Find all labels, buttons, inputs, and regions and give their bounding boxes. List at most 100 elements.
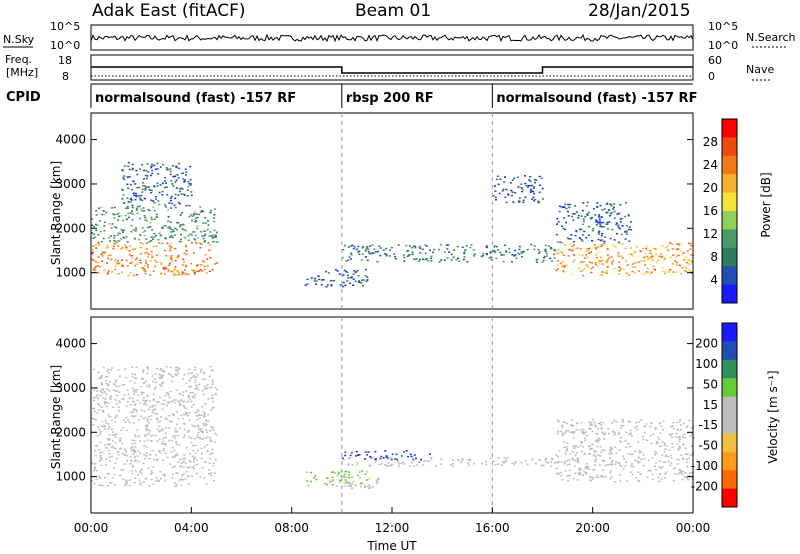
power-cell <box>494 190 497 193</box>
velocity-cell <box>147 368 149 370</box>
velocity-cell <box>131 446 134 448</box>
velocity-cell <box>387 464 390 467</box>
velocity-cell <box>193 397 196 399</box>
power-cell <box>493 246 496 248</box>
power-cell <box>213 241 216 243</box>
power-cell <box>189 183 192 185</box>
colorbar-swatch <box>722 470 737 490</box>
velocity-cell <box>125 405 128 407</box>
power-cell <box>131 188 134 191</box>
velocity-cell <box>561 479 564 481</box>
velocity-cell <box>574 459 577 462</box>
velocity-cell <box>136 399 139 402</box>
velocity-cell <box>573 430 576 433</box>
velocity-cell <box>307 484 310 487</box>
velocity-cell <box>608 463 611 466</box>
velocity-cell <box>139 481 142 484</box>
velocity-cell <box>178 458 181 461</box>
velocity-cell <box>202 430 204 433</box>
power-cell <box>505 251 508 253</box>
power-cell <box>376 260 379 263</box>
velocity-cell <box>121 452 124 455</box>
velocity-cell <box>189 392 192 394</box>
power-cell <box>515 257 518 259</box>
power-cell <box>94 244 97 246</box>
power-cell <box>438 248 441 251</box>
power-cell <box>600 245 603 247</box>
velocity-cell <box>380 463 383 465</box>
velocity-cell <box>173 482 176 484</box>
velocity-cell <box>156 458 159 461</box>
power-cell <box>587 266 590 268</box>
power-cell <box>196 227 199 230</box>
velocity-cell <box>559 471 562 474</box>
velocity-cell <box>169 420 172 423</box>
velocity-cell <box>129 411 132 414</box>
velocity-cell <box>140 469 143 471</box>
velocity-cell <box>375 482 378 485</box>
power-cell <box>141 210 144 212</box>
velocity-cell <box>571 451 574 453</box>
velocity-cell <box>159 451 162 454</box>
velocity-cell <box>110 428 113 430</box>
velocity-cell <box>672 422 675 424</box>
power-cell <box>123 178 126 181</box>
velocity-cell <box>348 476 350 479</box>
velocity-cell <box>614 432 617 434</box>
power-cell <box>490 258 493 261</box>
velocity-cell <box>173 437 176 440</box>
velocity-cell <box>590 476 593 479</box>
power-cell <box>358 281 361 284</box>
velocity-cell <box>108 381 111 383</box>
velocity-cell <box>676 463 679 465</box>
velocity-cell <box>204 423 207 425</box>
velocity-cell <box>123 463 126 465</box>
velocity-cell <box>339 479 342 482</box>
velocity-cell <box>187 415 190 417</box>
power-cell <box>647 258 650 261</box>
velocity-cell <box>385 455 388 457</box>
power-cell <box>654 253 657 256</box>
velocity-cell <box>201 431 204 434</box>
power-cell <box>151 169 154 172</box>
velocity-cell <box>159 384 161 386</box>
velocity-cell <box>348 471 350 473</box>
velocity-cell <box>623 458 626 460</box>
velocity-cell <box>440 458 443 460</box>
velocity-cell <box>344 479 347 482</box>
velocity-cell <box>161 381 164 384</box>
velocity-cell <box>196 415 199 417</box>
velocity-cell <box>155 459 158 462</box>
power-cell <box>203 268 206 271</box>
power-cell <box>156 213 159 216</box>
power-cell <box>532 196 535 199</box>
power-cell <box>213 208 216 210</box>
velocity-cell <box>154 408 157 410</box>
velocity-cell <box>171 477 174 479</box>
power-cell <box>461 246 464 249</box>
power-cell <box>204 254 207 256</box>
velocity-cell <box>631 463 633 465</box>
power-cell <box>144 187 147 190</box>
velocity-cell <box>409 453 412 456</box>
power-cell <box>166 194 169 196</box>
velocity-cell <box>627 420 630 423</box>
power-cell <box>117 245 120 247</box>
power-cell <box>208 235 210 238</box>
velocity-cell <box>564 430 567 432</box>
velocity-cell <box>158 373 161 376</box>
power-cell <box>650 256 653 259</box>
power-cell <box>518 201 520 203</box>
power-cell <box>193 211 196 213</box>
velocity-cell <box>144 416 147 419</box>
power-cell <box>358 280 361 282</box>
velocity-cell <box>352 480 355 483</box>
power-cell <box>135 227 138 229</box>
power-cell <box>351 276 353 278</box>
power-cell <box>107 272 109 274</box>
power-cell <box>388 255 391 257</box>
velocity-cell <box>107 449 110 452</box>
velocity-cell <box>648 469 651 472</box>
velocity-cell <box>134 446 137 448</box>
power-cell <box>580 215 583 217</box>
